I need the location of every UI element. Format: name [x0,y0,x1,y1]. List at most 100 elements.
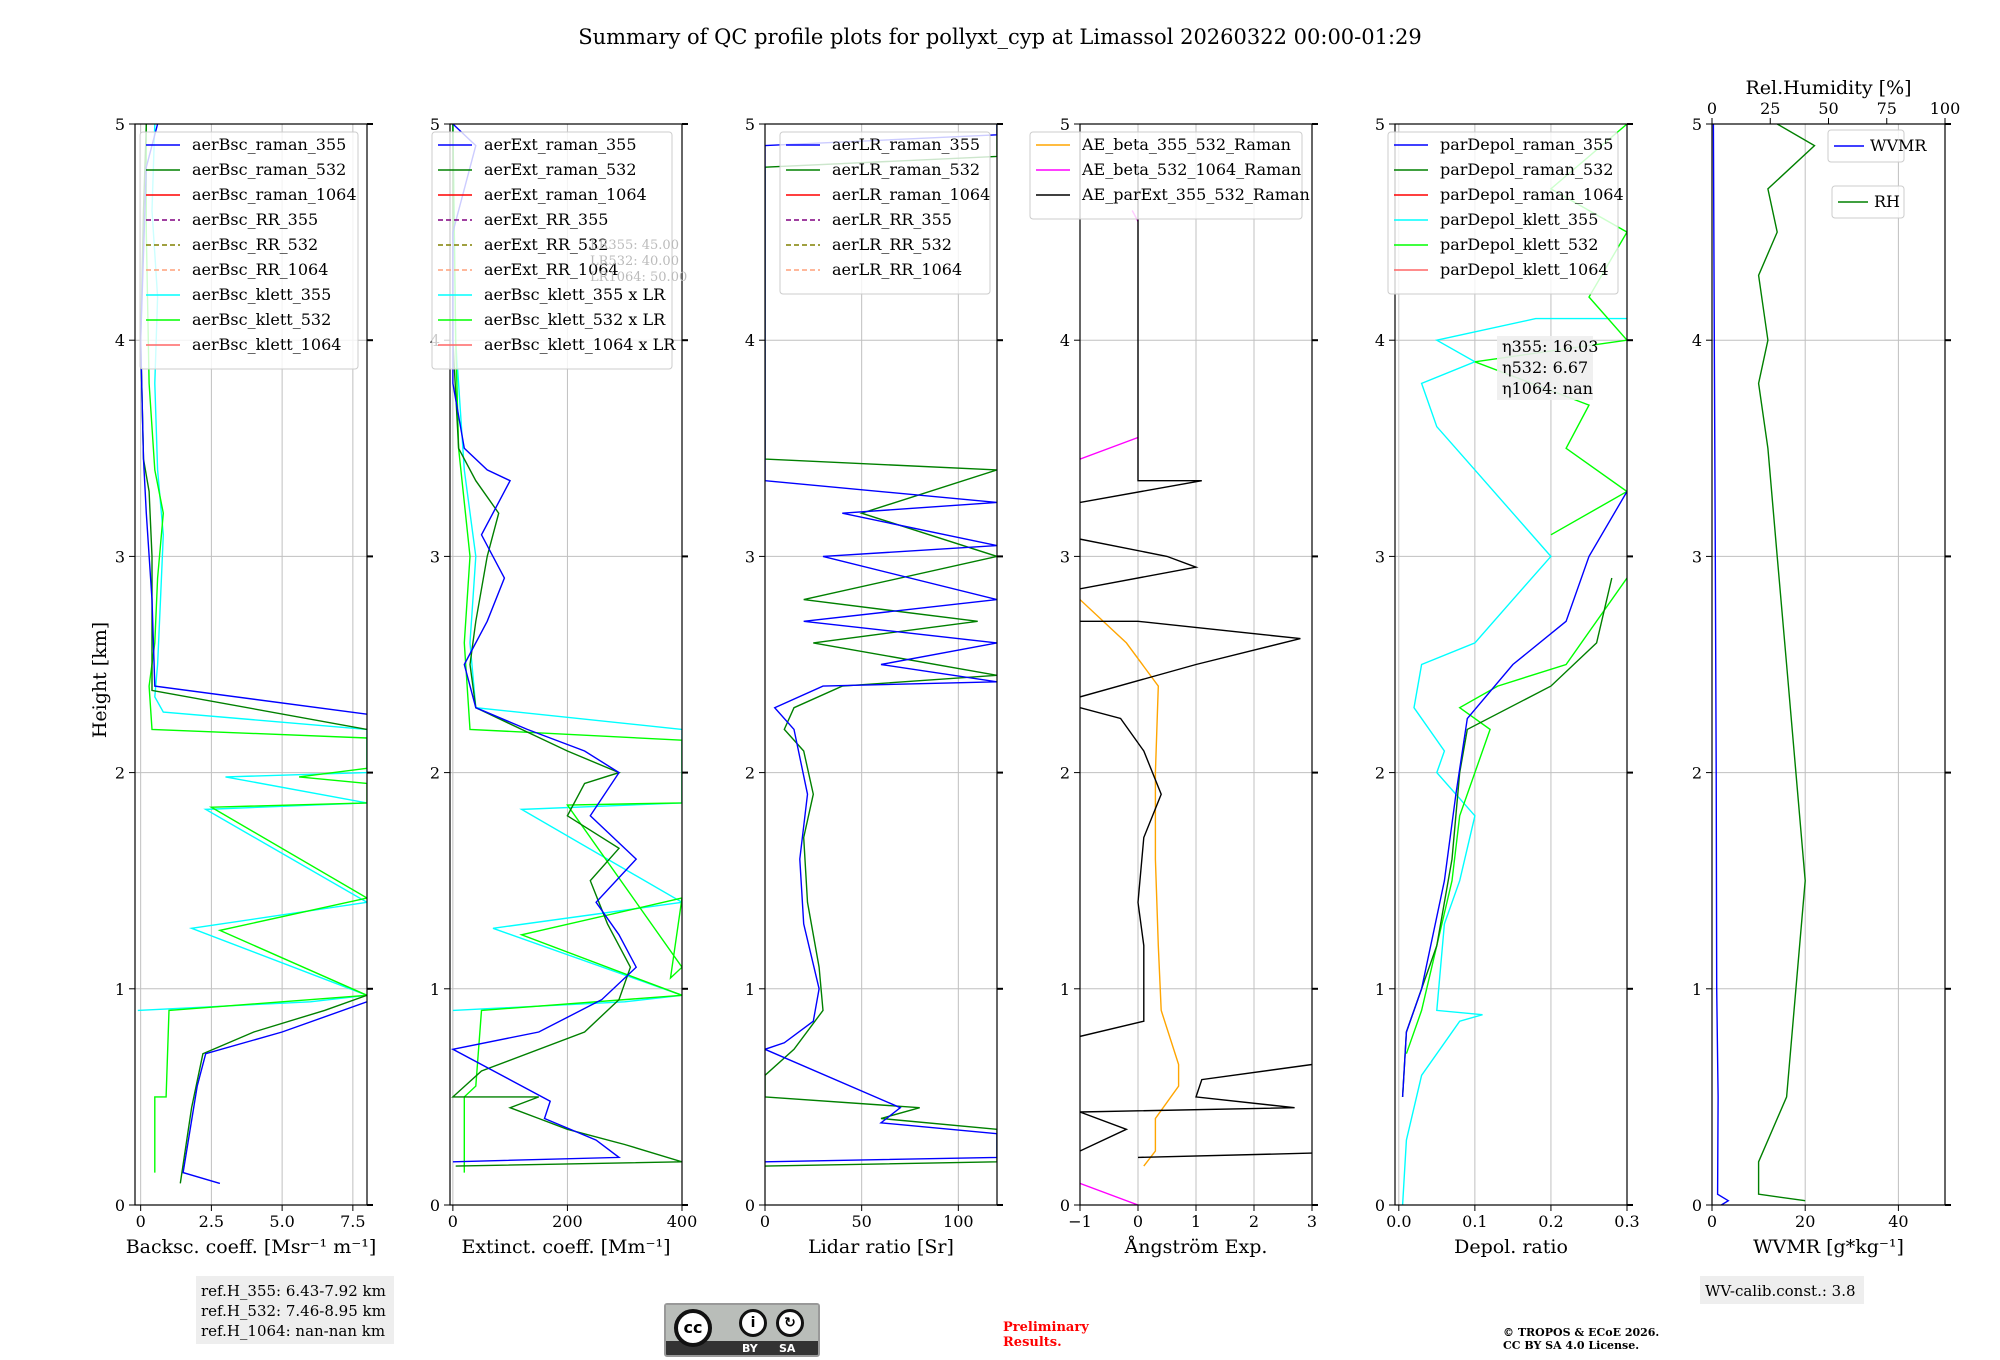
refh-355: ref.H_355: 6.43-7.92 km [201,1282,386,1300]
eta-label-dep: η1064: nan [1502,379,1593,398]
ytick-label-wv: 4 [1692,331,1702,350]
xtick-label-bsc: 7.5 [340,1212,365,1231]
series-parDepol_raman_355 [1401,491,1627,1097]
top-xlabel-wv: Rel.Humidity [%] [1745,77,1911,99]
legend-label-lr: aerLR_RR_1064 [832,260,962,279]
legend-label-lr: aerLR_RR_532 [832,235,952,254]
wv-calib-box: WV-calib.const.: 3.8 [1700,1276,1864,1304]
xlabel-dep: Depol. ratio [1454,1236,1568,1258]
cc-license-badge[interactable]: cc i ↻ BY SA [664,1303,820,1357]
by-icon: i [739,1309,767,1337]
ytick-label-wv: 5 [1692,115,1702,134]
series-group-ext [450,124,682,1173]
ytick-label-lr: 2 [745,764,755,783]
xlabel-ext: Extinct. coeff. [Mm⁻¹] [461,1236,670,1258]
series-AE_beta_355_532_Raman [1080,599,1180,1167]
series-aerLR_raman_355 [765,124,997,1163]
ytick-label-bsc: 5 [115,115,125,134]
xtick-label-wv: 20 [1795,1212,1815,1231]
ytick-label-ae: 2 [1060,764,1070,783]
panel-bsc: 0 2.5 5.0 7.5 0 1 2 3 4 5 Backsc. coeff. [Msr⁻¹ m⁻… [115,115,376,1258]
xtick-label-bsc: 0 [136,1212,146,1231]
top-xtick-label-wv: 75 [1877,99,1897,118]
series-WVMR [1712,124,1730,1205]
legend-label-lr: aerLR_raman_355 [832,135,980,154]
xtick-label-lr: 50 [851,1212,871,1231]
legend-label-dep: parDepol_raman_355 [1440,135,1613,154]
ytick-label-ext: 0 [430,1196,440,1215]
legend-label-bsc: aerBsc_raman_532 [192,160,346,179]
legend-label-bsc: aerBsc_raman_1064 [192,185,357,204]
frame-wv [1711,123,1946,1206]
legend-label-bsc: aerBsc_raman_355 [192,135,346,154]
top-xtick-label-wv: 0 [1707,99,1717,118]
legend-label-bsc: aerBsc_RR_355 [192,210,318,229]
lr-label-ext: LR532: 40.00 [590,254,679,269]
refh-box: ref.H_355: 6.43-7.92 km ref.H_532: 7.46-… [196,1276,394,1344]
xtick-label-wv: 0 [1707,1212,1717,1231]
series-aerLR_raman_532 [765,124,997,1167]
ytick-label-dep: 5 [1375,115,1385,134]
top-xtick-label-wv: 25 [1760,99,1780,118]
ytick-label-ae: 5 [1060,115,1070,134]
series-AE_parExt_355_532_Raman_b [1137,1152,1312,1159]
xtick-label-ae: 1 [1191,1212,1201,1231]
legend-box-bsc [139,131,359,370]
ytick-label-ext: 1 [430,980,440,999]
lr-label-ext: LR1064: 50.00 [590,270,687,285]
ytick-label-bsc: 1 [115,980,125,999]
top-xtick-label-wv: 100 [1930,99,1961,118]
ytick-label-dep: 0 [1375,1196,1385,1215]
xtick-label-lr: 100 [943,1212,974,1231]
legend-box-dep [1387,131,1619,295]
frame-dep [1394,123,1628,1206]
legend-label-ext: aerExt_RR_355 [484,210,608,229]
ytick-label-wv: 0 [1692,1196,1702,1215]
xtick-label-bsc: 5.0 [269,1212,294,1231]
series-aerBsc_klett_532 [145,124,367,1173]
top-xtick-label-wv: 50 [1818,99,1838,118]
xlabel-lr: Lidar ratio [Sr] [808,1236,954,1258]
ytick-label-lr: 0 [745,1196,755,1215]
legend-label-lr: aerLR_raman_1064 [832,185,990,204]
legend-label-dep: parDepol_raman_532 [1440,160,1613,179]
series-parDepol_raman_532 [1401,577,1613,1097]
ytick-label-ae: 0 [1060,1196,1070,1215]
ytick-label-ext: 2 [430,764,440,783]
series-group-lr [765,124,997,1167]
legend-label-ae: AE_parExt_355_532_Raman [1081,185,1310,204]
ytick-label-dep: 1 [1375,980,1385,999]
eta-label-dep: η532: 6.67 [1502,358,1588,377]
series-aerBsc_raman_355 [182,1001,367,1185]
legend-label-dep: parDepol_klett_532 [1440,235,1598,254]
xtick-label-ae: 3 [1307,1212,1317,1231]
ytick-label-ext: 3 [430,547,440,566]
lr-label-ext: LR355: 45.00 [590,238,679,253]
panels: 0 2.5 5.0 7.5 0 1 2 3 4 5 Backsc. coeff. [Msr⁻¹ m⁻… [115,77,1960,1258]
series-AE_beta_532_1064_Raman_upper [1080,436,1139,460]
legend-label-ext: aerExt_raman_355 [484,135,637,154]
legend-label-dep: parDepol_raman_1064 [1440,185,1624,204]
xtick-label-bsc: 2.5 [199,1212,224,1231]
legend-label-lr: aerLR_raman_532 [832,160,980,179]
eta-box [1497,336,1593,400]
legend-label-ext: aerBsc_klett_532 x LR [484,310,666,329]
xtick-label-dep: 0.1 [1462,1212,1487,1231]
cc-by-label: BY [742,1342,758,1355]
legend-label-bsc: aerBsc_klett_1064 [192,335,341,354]
ytick-label-lr: 5 [745,115,755,134]
legend-label-bsc: aerBsc_RR_532 [192,235,318,254]
frame-ext [449,123,683,1206]
ytick-label-lr: 1 [745,980,755,999]
xtick-label-ext: 0 [448,1212,458,1231]
wv-calib-text: WV-calib.const.: 3.8 [1705,1282,1856,1300]
ytick-label-dep: 2 [1375,764,1385,783]
xlabel-ae: Ångström Exp. [1124,1236,1268,1258]
panel-wv: 0 20 40 0 1 2 3 4 5 WVMR [g*kg⁻¹] 0 25 50 75 100 Rel.Hu… [1692,77,1960,1258]
series-AE_parExt_355_532_Raman_d [1080,620,1301,698]
legend-label-ae: AE_beta_532_1064_Raman [1081,160,1301,179]
ytick-label-dep: 4 [1375,331,1385,350]
xtick-label-ae: −1 [1068,1212,1092,1231]
legend-label-wv: WVMR [1870,136,1927,155]
